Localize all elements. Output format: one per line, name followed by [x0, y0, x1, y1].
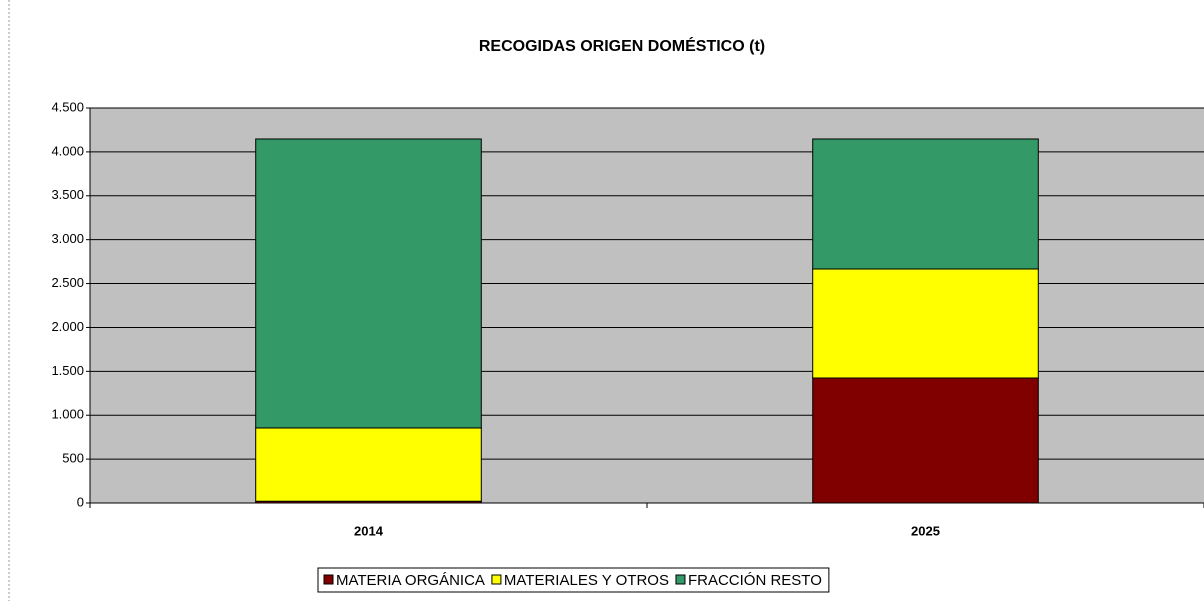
y-tick-label: 500 — [62, 451, 84, 466]
legend-label: MATERIALES Y OTROS — [504, 572, 669, 589]
y-tick-label: 2.500 — [51, 275, 84, 290]
x-tick-label: 2014 — [354, 523, 384, 538]
y-tick-label: 0 — [77, 494, 84, 509]
y-tick-label: 2.000 — [51, 319, 84, 334]
chart-title: RECOGIDAS ORIGEN DOMÉSTICO (t) — [479, 36, 765, 55]
y-tick-label: 4.500 — [51, 99, 84, 114]
y-tick-label: 1.500 — [51, 363, 84, 378]
legend-box — [317, 567, 830, 593]
legend-swatch — [491, 574, 502, 585]
y-tick-label: 1.000 — [51, 407, 84, 422]
y-tick-label: 3.000 — [51, 231, 84, 246]
legend-swatch — [323, 574, 334, 585]
bar-segment — [812, 377, 1039, 504]
bar-segment — [812, 268, 1039, 379]
y-tick-label: 4.000 — [51, 143, 84, 158]
legend-label: MATERIA ORGÁNICA — [336, 572, 485, 589]
bar-segment — [255, 138, 482, 429]
bar-segment — [255, 427, 482, 502]
x-tick-label: 2025 — [911, 523, 940, 538]
legend-label: FRACCIÓN RESTO — [688, 572, 822, 589]
bar-segment — [812, 138, 1039, 270]
legend-swatch — [675, 574, 686, 585]
y-tick-label: 3.500 — [51, 187, 84, 202]
